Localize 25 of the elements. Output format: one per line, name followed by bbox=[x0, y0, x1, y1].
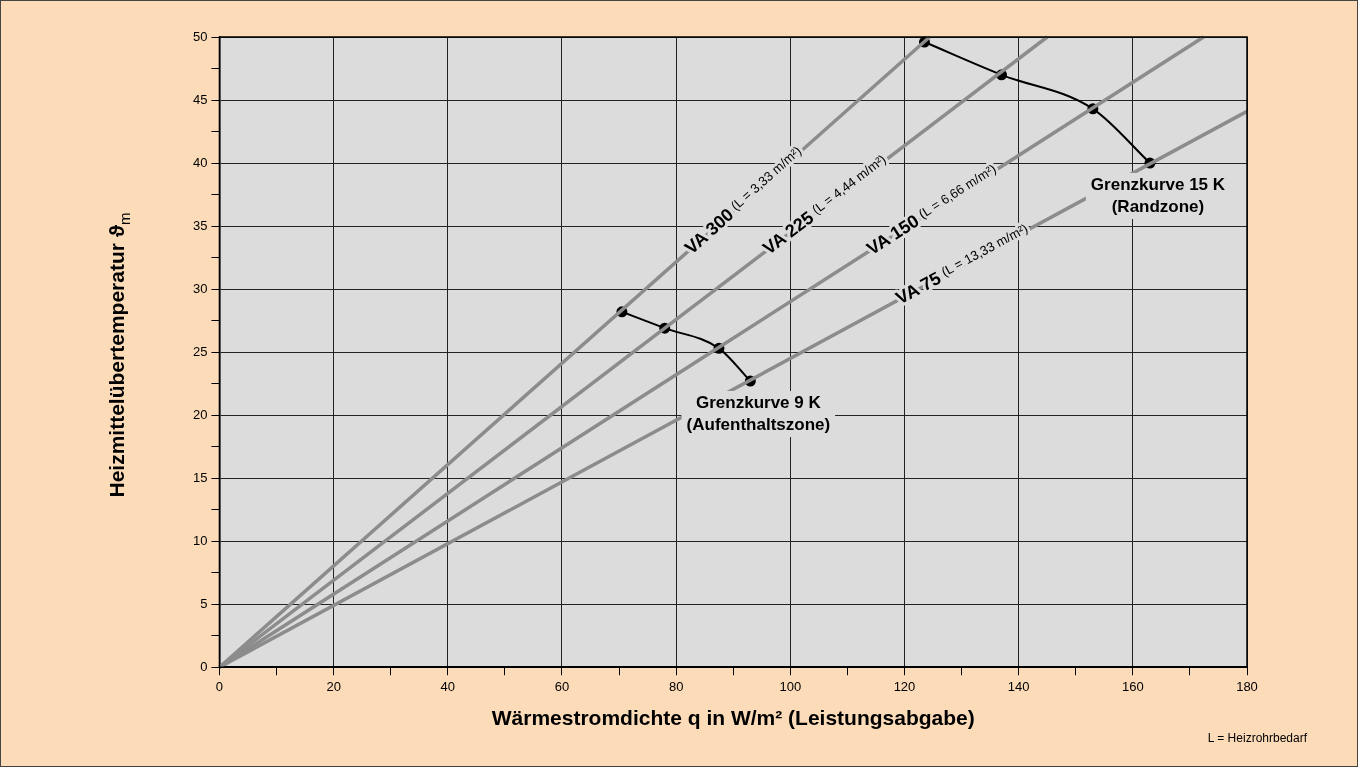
x-tick-label: 40 bbox=[440, 678, 456, 694]
series-label: Grenzkurve 15 K (Randzone) bbox=[1090, 174, 1226, 216]
x-axis-title: Wärmestromdichte q in W/m² (Leistungsabgabe) bbox=[491, 706, 975, 730]
x-tick-label: 20 bbox=[326, 678, 341, 694]
x-tick-label: 120 bbox=[893, 678, 916, 694]
y-tick-label: 15 bbox=[192, 469, 208, 485]
x-tick-label: 60 bbox=[554, 678, 570, 694]
x-tick-label: 0 bbox=[215, 678, 224, 694]
y-tick-label: 10 bbox=[192, 532, 208, 548]
y-tick-label: 5 bbox=[200, 595, 208, 611]
x-tick-label: 100 bbox=[779, 678, 802, 694]
x-tick-label: 80 bbox=[668, 678, 684, 694]
y-tick-label: 30 bbox=[192, 280, 208, 296]
y-tick-label: 35 bbox=[192, 217, 208, 233]
y-tick-label: 0 bbox=[200, 658, 208, 674]
y-tick-label: 50 bbox=[192, 28, 208, 44]
y-tick-label: 20 bbox=[192, 406, 208, 422]
y-tick-label: 40 bbox=[192, 154, 208, 170]
y-tick-label: 25 bbox=[192, 343, 208, 359]
y-tick-label: 45 bbox=[192, 91, 208, 107]
series-label: Grenzkurve 9 K (Aufenthaltszone) bbox=[686, 392, 831, 434]
x-tick-label: 160 bbox=[1121, 678, 1144, 694]
text: L = Heizrohrbedarf bbox=[1207, 731, 1307, 745]
x-tick-label: 180 bbox=[1236, 678, 1258, 694]
x-tick-label: 140 bbox=[1007, 678, 1030, 694]
